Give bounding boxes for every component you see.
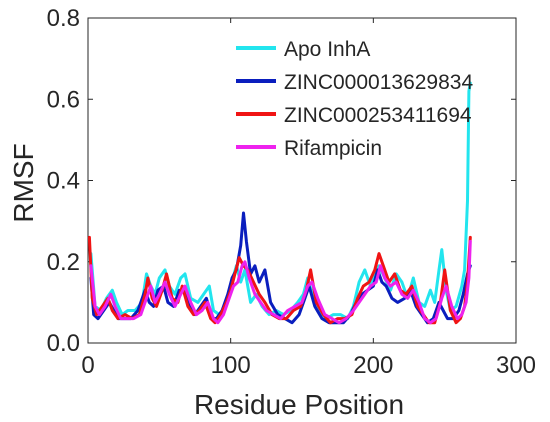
plot-area: 0 100 200 300 0.0 0.2 0.4 0.6 0.8 (47, 5, 536, 379)
series-line-4 (89, 239, 472, 325)
y-tick-label: 0.4 (47, 168, 80, 195)
legend: Apo InhA ZINC000013629834 ZINC000253411694… (236, 38, 473, 160)
x-tick-label: 200 (353, 352, 393, 379)
x-tick-label: 100 (211, 352, 251, 379)
x-tick-label: 0 (81, 352, 94, 379)
legend-label: ZINC000253411694 (284, 104, 472, 127)
x-tick-label: 300 (496, 352, 536, 379)
x-axis-label: Residue Position (194, 389, 404, 420)
y-tick-label: 0.2 (47, 249, 80, 276)
y-axis-label: RMSF (8, 143, 39, 222)
series-line-2 (89, 211, 472, 325)
legend-label: ZINC000013629834 (284, 71, 473, 94)
y-tick-label: 0.8 (47, 5, 80, 32)
legend-label: Rifampicin (284, 137, 382, 160)
y-tick-label: 0.6 (47, 86, 80, 113)
legend-label: Apo InhA (284, 38, 370, 61)
y-tick-label: 0.0 (47, 330, 80, 357)
